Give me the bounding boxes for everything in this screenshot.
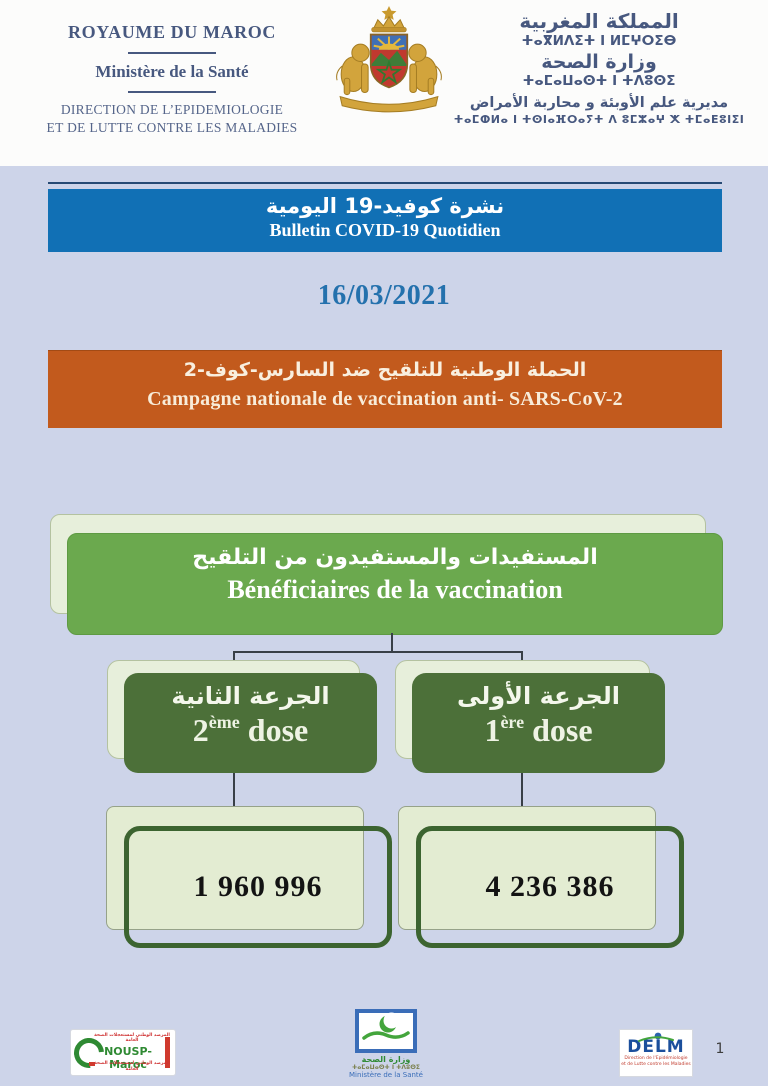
crescent-wave-icon — [355, 1009, 417, 1053]
dose1-box: الجرعة الأولى 1ère dose — [412, 673, 665, 773]
banner-top-rule — [48, 182, 722, 184]
direction-title-ar: مديرية علم الأوبئة و محاربة الأمراض — [469, 94, 729, 111]
header-divider — [128, 52, 216, 54]
header-divider — [128, 91, 216, 93]
delm-wordmark: DELM — [627, 1037, 685, 1057]
connector-line — [233, 651, 523, 653]
diagram-title-box: المستفيدات والمستفيدون من التلقيح Bénéfi… — [67, 533, 723, 635]
connector-line — [521, 651, 523, 662]
nousp-wordmark: NOUSP-Maroc — [104, 1045, 152, 1071]
ministry-logo-label-ar: وزارة الصحة — [361, 1055, 411, 1064]
bulletin-title-ar: نشرة كوفيد-19 اليومية — [265, 194, 505, 218]
kingdom-title-ar: المملكة المغربية — [519, 9, 679, 33]
delm-logo: DELM Direction de l'Epidémiologie et de … — [619, 1029, 693, 1077]
connector-line — [521, 773, 523, 807]
dose1-value: 4 236 386 — [485, 870, 615, 903]
bulletin-title-fr: Bulletin COVID-19 Quotidien — [269, 220, 501, 240]
header-french-block: ROYAUME DU MAROC Ministère de la Santé D… — [26, 22, 318, 137]
ministry-logo-label-tifinagh: ⵜⴰⵎⴰⵡⴰⵙⵜ ⵏ ⵜⴷⵓⵙⵉ — [352, 1064, 420, 1071]
nousp-logo: المرصد الوطني لمستعجلات الصحة العامة NOU… — [70, 1029, 176, 1076]
nousp-arabic-microtext-bottom: المرصد الوطني لمستعجلات الصحة العامة — [94, 1061, 170, 1072]
dose2-word: dose — [247, 712, 309, 748]
ministry-title-ar: وزارة الصحة — [541, 50, 657, 73]
dose2-label-ar: الجرعة الثانية — [171, 682, 330, 710]
direction-title-fr: DIRECTION DE L’EPIDEMIOLOGIE ET DE LUTTE… — [26, 101, 318, 137]
dose2-ordinal-suffix: ème — [208, 712, 240, 732]
dose1-ordinal: 1 — [484, 712, 501, 748]
direction-line2: ET DE LUTTE CONTRE LES MALADIES — [46, 120, 298, 136]
country-title: ROYAUME DU MAROC — [68, 22, 276, 42]
nousp-red-tick-icon — [89, 1062, 95, 1066]
direction-title-tifinagh: ⵜⴰⵎⵀⵍⴰ ⵏ ⵜⵙⵏⴰⴼⵔⴰⵢⵜ ⴷ ⵓⵎⵣⴰⵖ ⵅ ⵜⵎⴰⴹⵓⵏⵉⵏ — [453, 112, 745, 126]
dose2-value: 1 960 996 — [193, 870, 323, 903]
connector-line — [391, 633, 393, 652]
campaign-title-fr: Campagne nationale de vaccination anti- … — [147, 388, 623, 410]
bulletin-title-banner: نشرة كوفيد-19 اليومية Bulletin COVID-19 … — [48, 189, 722, 252]
moroccan-coat-of-arms-icon — [336, 6, 442, 113]
dose1-label-fr: 1ère dose — [412, 712, 665, 749]
delm-subtitle-line1: Direction de l'Epidémiologie — [624, 1056, 688, 1061]
ministry-logo-label-fr: Ministère de la Santé — [349, 1071, 423, 1079]
dose2-label-fr: 2ème dose — [124, 712, 377, 749]
page-number: 1 — [715, 1041, 725, 1057]
delm-figure-icon — [638, 1032, 674, 1042]
direction-line1: DIRECTION DE L’EPIDEMIOLOGIE — [60, 102, 284, 117]
nousp-red-bar-icon — [165, 1037, 170, 1068]
dose1-word: dose — [532, 712, 593, 748]
dose1-label-ar: الجرعة الأولى — [456, 682, 621, 710]
header-arabic-block: المملكة المغربية ⵜⴰⴳⵍⴷⵉⵜ ⵏ ⵍⵎⵖⵔⵉⴱ وزارة … — [440, 10, 758, 126]
ministry-of-health-logo: وزارة الصحة ⵜⴰⵎⴰⵡⴰⵙⵜ ⵏ ⵜⴷⵓⵙⵉ Ministère d… — [334, 1008, 438, 1086]
campaign-title-ar: الحملة الوطنية للتلقيح ضد السارس-كوف-2 — [183, 359, 587, 381]
ministry-title-tifinagh: ⵜⴰⵎⴰⵡⴰⵙⵜ ⵏ ⵜⴷⵓⵙⵉ — [522, 73, 676, 90]
delm-subtitle-line2: et de Lutte contre les Maladies — [621, 1061, 691, 1067]
bulletin-date: 16/03/2021 — [317, 280, 451, 311]
kingdom-title-tifinagh: ⵜⴰⴳⵍⴷⵉⵜ ⵏ ⵍⵎⵖⵔⵉⴱ — [521, 33, 677, 49]
connector-line — [233, 773, 235, 807]
diagram-title-ar: المستفيدات والمستفيدون من التلقيح — [192, 545, 598, 570]
delm-subtitle: Direction de l'Epidémiologie et de Lutte… — [620, 1056, 692, 1067]
ministry-title-fr: Ministère de la Santé — [95, 62, 249, 81]
dose2-ordinal: 2 — [192, 712, 209, 748]
dose1-ordinal-suffix: ère — [500, 712, 525, 732]
connector-line — [233, 651, 235, 662]
diagram-title-fr: Bénéficiaires de la vaccination — [227, 575, 563, 604]
nousp-arabic-microtext-top: المرصد الوطني لمستعجلات الصحة العامة — [94, 1033, 170, 1044]
campaign-banner: الحملة الوطنية للتلقيح ضد السارس-كوف-2 C… — [48, 350, 722, 428]
dose2-value-box: 1 960 996 — [124, 826, 392, 948]
dose2-box: الجرعة الثانية 2ème dose — [124, 673, 377, 773]
letterhead-header: ROYAUME DU MAROC Ministère de la Santé D… — [0, 0, 768, 166]
dose1-value-box: 4 236 386 — [416, 826, 684, 948]
